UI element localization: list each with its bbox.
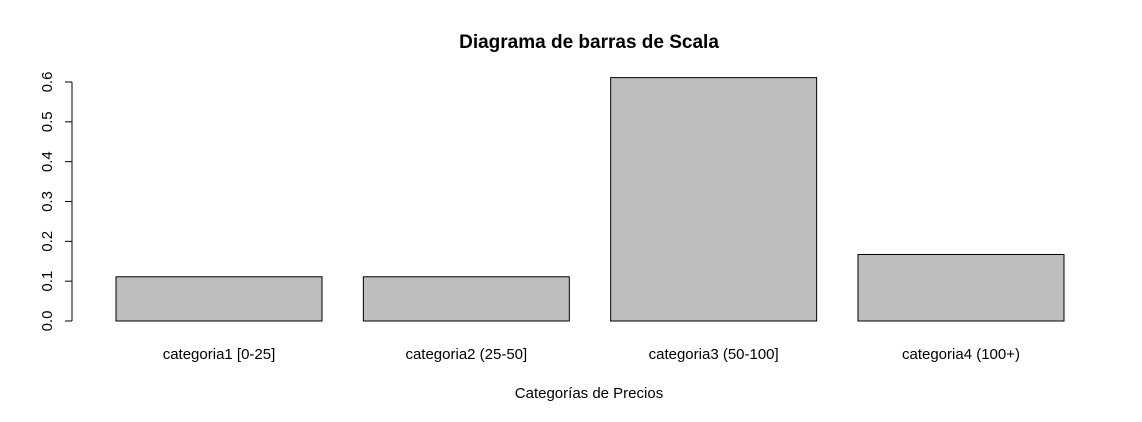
x-tick-label: categoria2 (25-50] (405, 346, 527, 363)
chart-title: Diagrama de barras de Scala (459, 32, 719, 53)
y-tick-label: 0.6 (39, 72, 56, 93)
y-tick-label: 0.1 (39, 271, 56, 292)
x-tick-label: categoria4 (100+) (902, 346, 1020, 363)
y-tick-label: 0.4 (39, 151, 56, 172)
x-tick-labels: categoria1 [0-25] categoria2 (25-50] categ… (163, 346, 1020, 363)
x-tick-label: categoria1 [0-25] (163, 346, 276, 363)
y-tick-label: 0.3 (39, 191, 56, 212)
y-axis: 0.0 0.1 0.2 0.3 0.4 0.5 0.6 (39, 72, 73, 332)
y-tick-label: 0.2 (39, 231, 56, 252)
bar (115, 276, 323, 322)
bar (857, 253, 1065, 322)
bars-group (115, 77, 1065, 322)
y-tick-label: 0.5 (39, 111, 56, 132)
bar (610, 77, 818, 322)
bar (362, 276, 570, 322)
x-tick-label: categoria3 (50-100] (649, 346, 779, 363)
x-axis-label: Categorías de Precios (515, 385, 663, 402)
y-tick-label: 0.0 (39, 311, 56, 332)
